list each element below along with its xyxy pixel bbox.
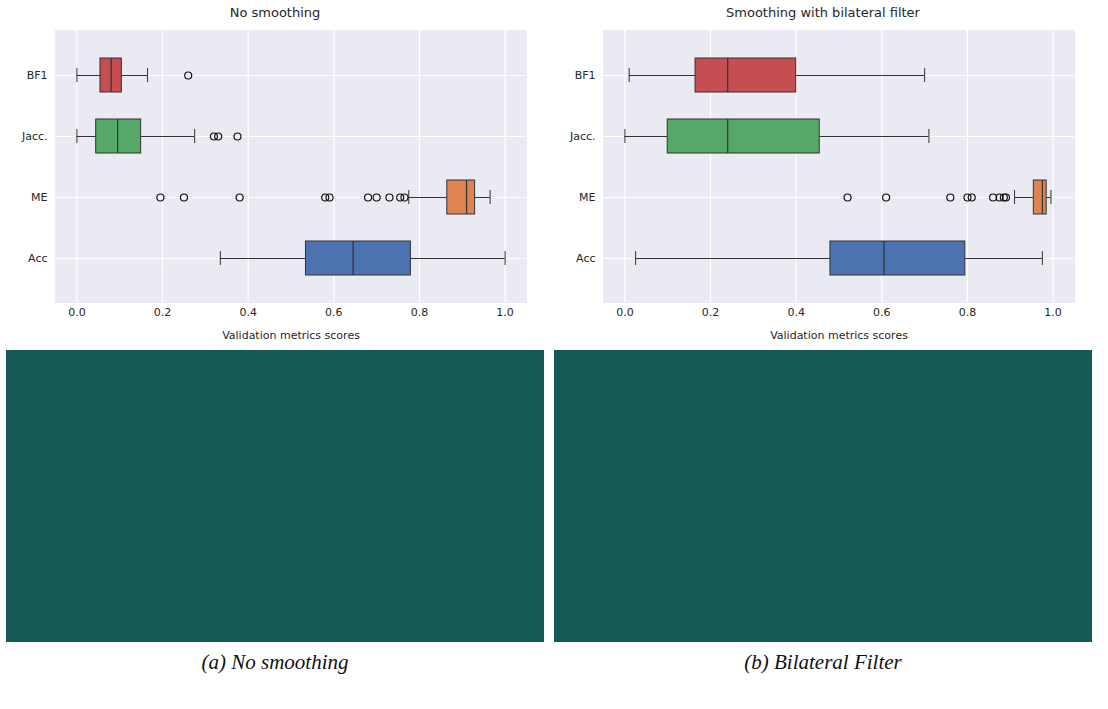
svg-text:Acc: Acc — [28, 252, 47, 265]
svg-text:0.4: 0.4 — [787, 306, 805, 319]
html-text:(a) No smoothing: (a) No smoothing — [201, 650, 349, 674]
svg-text:0.0: 0.0 — [616, 306, 634, 319]
svg-text:ME: ME — [31, 191, 47, 204]
html-text:Smoothing with bilateral filte: Smoothing with bilateral filter — [726, 5, 920, 20]
svg-text:0.2: 0.2 — [154, 306, 172, 319]
html-text:No smoothing: No smoothing — [229, 5, 321, 20]
svg-text:0.8: 0.8 — [411, 306, 429, 319]
svg-text:1.0: 1.0 — [1044, 306, 1062, 319]
svg-text:0.4: 0.4 — [239, 306, 257, 319]
svg-text:0.6: 0.6 — [873, 306, 891, 319]
svg-text:Validation metrics scores: Validation metrics scores — [222, 329, 360, 342]
svg-text:0.2: 0.2 — [702, 306, 720, 319]
svg-text:Jacc.: Jacc. — [21, 130, 48, 143]
svg-text:Acc: Acc — [576, 252, 595, 265]
svg-text:0.8: 0.8 — [959, 306, 977, 319]
svg-text:1.0: 1.0 — [496, 306, 514, 319]
svg-text:Validation metrics scores: Validation metrics scores — [770, 329, 908, 342]
svg-text:Jacc.: Jacc. — [569, 130, 596, 143]
svg-text:BF1: BF1 — [27, 69, 48, 82]
svg-text:BF1: BF1 — [575, 69, 596, 82]
svg-text:0.0: 0.0 — [68, 306, 86, 319]
html-text:(b) Bilateral Filter: (b) Bilateral Filter — [744, 650, 902, 674]
svg-text:ME: ME — [579, 191, 595, 204]
svg-text:0.6: 0.6 — [325, 306, 343, 319]
